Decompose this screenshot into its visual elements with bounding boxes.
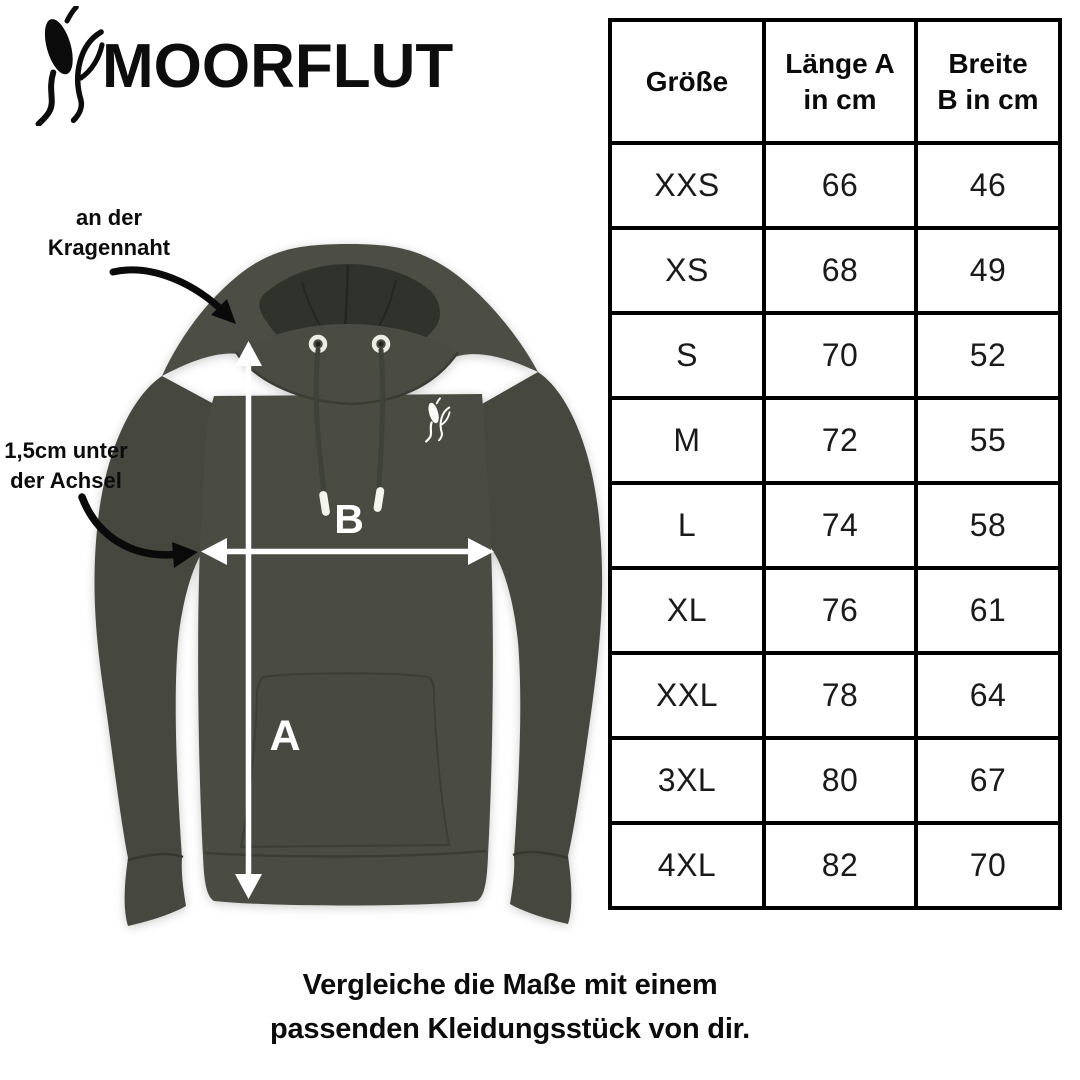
hoodie-right-sleeve (482, 372, 603, 924)
size-cell: XXL (608, 651, 766, 740)
col-header-length-line2: in cm (803, 83, 877, 115)
length-cell: 72 (762, 396, 918, 485)
length-cell: 76 (762, 566, 918, 655)
armpit-annotation-line2: der Achsel (10, 468, 122, 493)
length-cell: 68 (762, 226, 918, 315)
length-cell: 66 (762, 141, 918, 230)
length-cell: 70 (762, 311, 918, 400)
collar-pointer-arrow (109, 266, 236, 324)
measure-arrow-length-A (235, 341, 262, 899)
table-row: XXS 66 46 (608, 141, 1062, 230)
col-header-width-line1: Breite (948, 47, 1028, 79)
collar-annotation-line1: an der (75, 205, 143, 230)
footer-hint-line2: passenden Kleidungsstück von dir. (269, 1013, 751, 1045)
length-measure-label: A (269, 712, 301, 760)
armpit-pointer-arrow (78, 493, 198, 568)
width-cell: 61 (914, 566, 1062, 655)
table-row: S 70 52 (608, 311, 1062, 400)
width-cell: 70 (914, 821, 1062, 910)
collar-annotation-line2: Kragennaht (47, 235, 171, 260)
table-row: L 74 58 (608, 481, 1062, 570)
armpit-annotation: 1,5cm unter der Achsel (0, 436, 132, 496)
table-row: XL 76 61 (608, 566, 1062, 655)
size-cell: M (608, 396, 766, 485)
col-header-size: Größe (608, 18, 766, 145)
size-cell: L (608, 481, 766, 570)
length-cell: 80 (762, 736, 918, 825)
width-cell: 46 (914, 141, 1062, 230)
collar-annotation: an der Kragennaht (18, 203, 200, 263)
width-cell: 67 (914, 736, 1062, 825)
col-header-length: Länge A in cm (762, 18, 918, 145)
length-cell: 74 (762, 481, 918, 570)
size-table: Größe Länge A in cm Breite B in cm XXS 6… (608, 18, 1062, 910)
col-header-size-label: Größe (645, 65, 729, 97)
size-cell: XL (608, 566, 766, 655)
width-cell: 49 (914, 226, 1062, 315)
length-cell: 78 (762, 651, 918, 740)
size-cell: XS (608, 226, 766, 315)
table-header-row: Größe Länge A in cm Breite B in cm (608, 18, 1062, 145)
drawstrings (313, 347, 386, 516)
size-cell: 3XL (608, 736, 766, 825)
measure-arrow-width-B (201, 538, 494, 565)
width-cell: 58 (914, 481, 1062, 570)
table-row: 4XL 82 70 (608, 821, 1062, 910)
hoodie-pocket (239, 672, 451, 849)
table-row: XXL 78 64 (608, 651, 1062, 740)
col-header-width-line2: B in cm (937, 83, 1039, 115)
width-cell: 52 (914, 311, 1062, 400)
width-measure-label: B (334, 496, 364, 542)
footer-hint-line1: Vergleiche die Maße mit einem (302, 969, 718, 1001)
table-row: M 72 55 (608, 396, 1062, 485)
hoodie-garment (94, 244, 603, 926)
width-cell: 55 (914, 396, 1062, 485)
armpit-annotation-line1: 1,5cm unter (4, 438, 128, 463)
size-cell: XXS (608, 141, 766, 230)
footer-hint: Vergleiche die Maße mit einem passenden … (60, 963, 960, 1051)
size-cell: S (608, 311, 766, 400)
col-header-length-line1: Länge A (785, 47, 895, 79)
table-row: 3XL 80 67 (608, 736, 1062, 825)
col-header-width: Breite B in cm (914, 18, 1062, 145)
length-cell: 82 (762, 821, 918, 910)
brand-name: MOORFLUT (102, 32, 454, 101)
hoodie-left-sleeve (94, 376, 214, 926)
size-cell: 4XL (608, 821, 766, 910)
width-cell: 64 (914, 651, 1062, 740)
table-row: XS 68 49 (608, 226, 1062, 315)
collar-panel (236, 324, 458, 404)
